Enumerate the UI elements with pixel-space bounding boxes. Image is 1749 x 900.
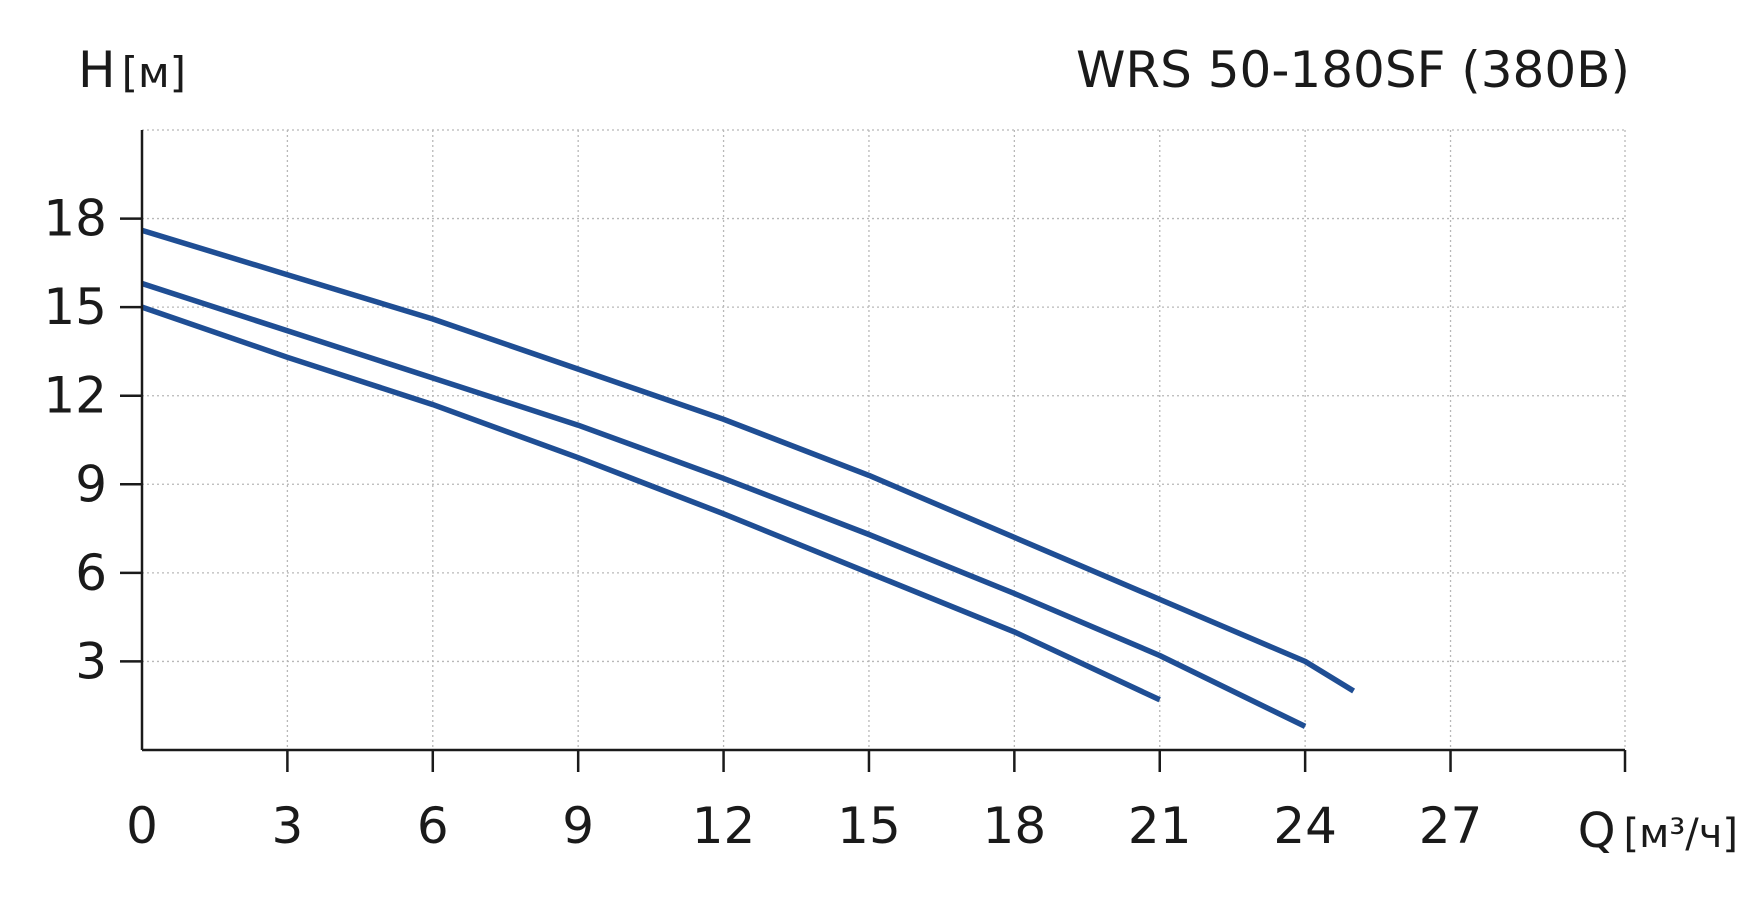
series-line-3 [141,304,1161,703]
x-tick-label: 6 [417,797,449,855]
x-tick-label: 27 [1419,797,1483,855]
x-tick-label: 3 [271,797,303,855]
x-axis-symbol: Q [1578,803,1616,859]
chart-title: WRS 50-180SF (380B) [1076,41,1630,99]
x-axis-label: Q [м³/ч] [1578,803,1738,859]
series-line-1 [141,227,1356,694]
y-axis-label: H [м] [78,41,186,99]
y-axis-unit: [м] [122,48,186,97]
y-tick-label: 3 [75,632,107,690]
labels: WRS 50-180SF (380B) H [м] Q [м³/ч] [78,41,1738,859]
x-tick-label: 21 [1128,797,1192,855]
grid [142,129,1626,750]
y-tick-label: 9 [75,455,107,513]
y-tick-label: 6 [75,544,107,602]
y-tick-label: 15 [43,278,107,336]
x-tick-label: 0 [126,797,158,855]
x-tick-label: 15 [837,797,901,855]
curves [141,227,1356,729]
x-tick-label: 24 [1273,797,1337,855]
x-tick-label: 12 [692,797,756,855]
series-line-2 [141,280,1307,729]
x-tick-label: 9 [562,797,594,855]
y-axis-symbol: H [78,41,116,99]
y-tick-label: 12 [43,367,107,425]
x-tick-label: 18 [983,797,1047,855]
y-tick-label: 18 [43,190,107,248]
x-axis-unit: [м³/ч] [1623,811,1738,857]
axes: 0 3 6 9 12 15 18 21 24 27 3 6 9 12 15 18 [43,130,1627,855]
